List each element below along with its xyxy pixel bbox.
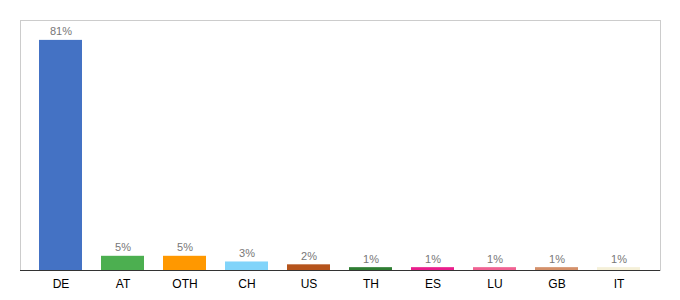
svg-text:DE: DE	[53, 277, 70, 291]
svg-text:OTH: OTH	[172, 277, 197, 291]
svg-text:AT: AT	[116, 277, 131, 291]
svg-text:CH: CH	[238, 277, 255, 291]
svg-text:81%: 81%	[50, 25, 72, 37]
svg-text:3%: 3%	[239, 247, 255, 259]
svg-text:1%: 1%	[425, 253, 441, 265]
svg-text:1%: 1%	[363, 253, 379, 265]
svg-text:IT: IT	[614, 277, 625, 291]
svg-text:LU: LU	[487, 277, 502, 291]
svg-text:ES: ES	[425, 277, 441, 291]
svg-text:TH: TH	[363, 277, 379, 291]
svg-text:1%: 1%	[487, 253, 503, 265]
svg-text:5%: 5%	[177, 241, 193, 253]
svg-text:1%: 1%	[611, 253, 627, 265]
svg-text:5%: 5%	[115, 241, 131, 253]
svg-text:1%: 1%	[549, 253, 565, 265]
svg-text:US: US	[301, 277, 318, 291]
svg-text:GB: GB	[548, 277, 565, 291]
svg-text:2%: 2%	[301, 250, 317, 262]
